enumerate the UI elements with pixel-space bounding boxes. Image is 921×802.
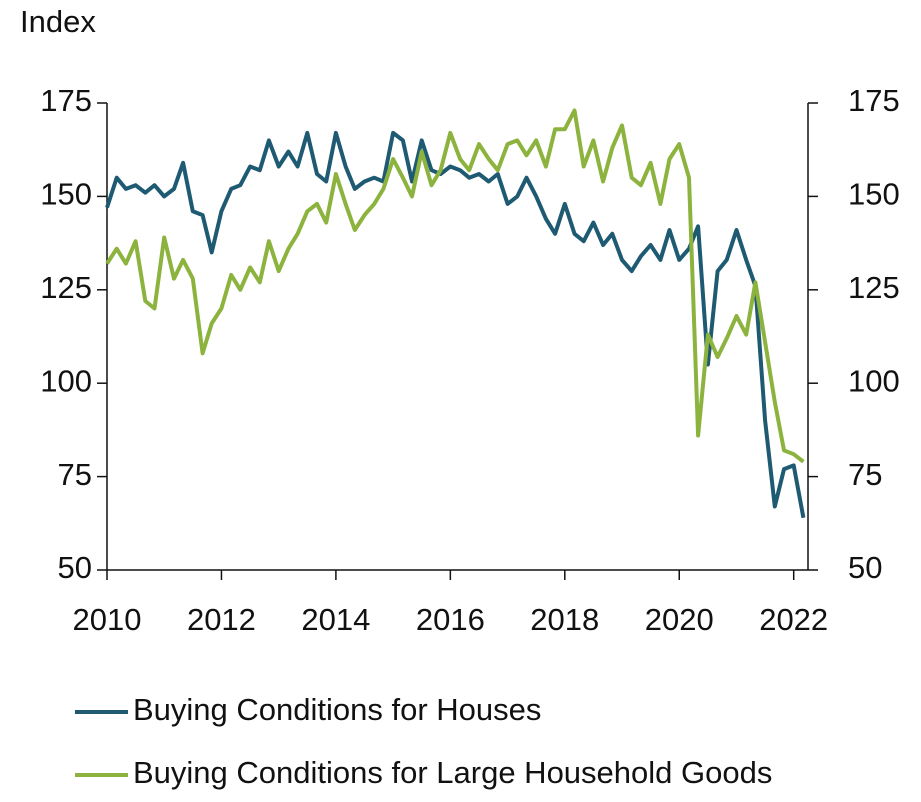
y-tick-label: 100: [40, 363, 92, 398]
legend-label: Buying Conditions for Large Household Go…: [133, 755, 772, 790]
y2-tick-label: 125: [848, 270, 900, 305]
y-tick-label: 175: [40, 83, 92, 118]
y2-tick-label: 100: [848, 363, 900, 398]
y-tick-label: 50: [58, 550, 92, 585]
series-line: [105, 108, 805, 464]
x-tick-label: 2010: [73, 602, 142, 637]
x-tick-label: 2022: [759, 602, 828, 637]
y2-tick-label: 75: [848, 457, 882, 492]
legend-label: Buying Conditions for Houses: [133, 692, 541, 727]
x-tick-label: 2014: [301, 602, 370, 637]
x-tick-label: 2018: [530, 602, 599, 637]
y-axis-label: Index: [20, 4, 96, 39]
y2-tick-label: 175: [848, 83, 900, 118]
y-tick-label: 150: [40, 177, 92, 212]
y-tick-label: 125: [40, 270, 92, 305]
x-tick-label: 2016: [416, 602, 485, 637]
x-tick-label: 2020: [645, 602, 714, 637]
y2-tick-label: 150: [848, 177, 900, 212]
series-line: [105, 130, 806, 519]
x-tick-label: 2012: [187, 602, 256, 637]
y2-tick-label: 50: [848, 550, 882, 585]
y-tick-label: 75: [58, 457, 92, 492]
